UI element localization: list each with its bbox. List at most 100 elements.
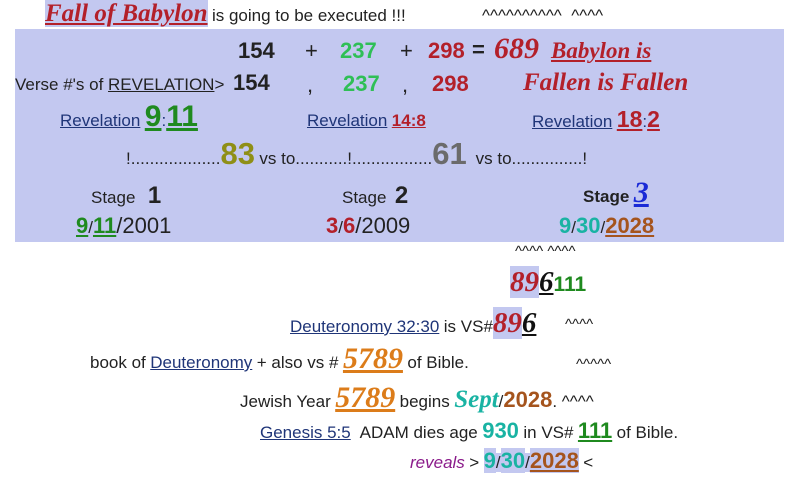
highlight-panel: [15, 29, 784, 242]
deut-ref: Deuteronomy 32:30: [290, 317, 440, 336]
ref2-word: Revelation: [307, 111, 388, 130]
deut-6: 6: [521, 307, 537, 339]
carets-row-3: ^^^^ ^^^^: [515, 243, 576, 260]
sum-c: 298: [428, 38, 465, 63]
carets-row-4: ^^^^: [565, 316, 594, 333]
verse-arrow: >: [214, 75, 225, 94]
reveals-slash-2: /: [525, 453, 530, 472]
reveals-month: 9: [483, 448, 496, 473]
reveals-day: 30: [500, 448, 526, 473]
book-pre: book of: [90, 353, 146, 372]
book-revelation: REVELATION: [108, 75, 215, 94]
date3-day: 30: [575, 213, 601, 238]
verse-comma-1: ,: [307, 72, 314, 97]
num-6: 6: [539, 266, 554, 298]
stage-1-label: Stage: [91, 188, 136, 207]
counts-dots-1: !...................: [126, 149, 221, 168]
sum-equals: =: [472, 37, 485, 62]
verse-label: Verse #'s of: [15, 75, 104, 94]
counts-dots-3: vs to...............!: [475, 149, 588, 168]
date3-month: 9: [559, 213, 572, 238]
ref3-colon: :: [642, 112, 648, 131]
sum-a: 154: [238, 38, 275, 63]
book-number-5789: 5789: [342, 342, 403, 375]
ref-revelation-9-11: Revelation 9:11: [60, 100, 198, 134]
genesis-in: in VS#: [523, 423, 574, 442]
stage-2-number: 2: [394, 182, 409, 209]
reveals-slash: /: [495, 453, 501, 472]
stage-2-label: Stage: [342, 188, 387, 207]
date2-day: 6: [342, 213, 356, 238]
sum-plus-1: +: [305, 38, 318, 63]
genesis-line: Genesis 5:5 ADAM dies age 930 in VS# 111…: [260, 418, 678, 444]
title-line: Fall of Babylon is going to be executed …: [45, 0, 406, 28]
date3-year: 2028: [605, 213, 655, 238]
stage-2: Stage 2: [342, 182, 408, 210]
number-896-111: 896111: [510, 266, 586, 299]
verse-comma-2: ,: [402, 72, 409, 97]
book-post: of Bible.: [407, 353, 469, 372]
ref1-chapter: 9: [144, 100, 162, 133]
carets-b: ^^^^: [571, 6, 604, 25]
book-name: Deuteronomy: [150, 353, 253, 372]
genesis-post: of Bible.: [616, 423, 679, 442]
babylon-is: Babylon is: [551, 38, 652, 63]
title-carets: ^^^^^^^^^^ ^^^^: [482, 6, 603, 26]
date2-year: /2009: [355, 213, 411, 238]
ref3-word: Revelation: [532, 112, 613, 131]
genesis-vs-111: 111: [577, 418, 613, 443]
ref1-colon: :: [161, 111, 167, 130]
ref3-chapter: 18: [616, 106, 643, 132]
sum-plus-2: +: [400, 38, 413, 63]
date-9-30-2028: 9/30/2028: [559, 213, 654, 239]
verse-label-line: Verse #'s of REVELATION>: [15, 75, 224, 95]
date1-day: 11: [92, 213, 117, 238]
ref3-verse: 2: [647, 106, 660, 132]
ref1-verse: 11: [166, 100, 198, 133]
counts-dots-2: vs to...........!.................: [259, 149, 433, 168]
jewish-carets: . ^^^^: [552, 392, 594, 411]
title-main: Fall of Babylon: [45, 0, 208, 27]
carets-a: ^^^^^^^^^^: [482, 6, 562, 25]
num-111: 111: [553, 273, 587, 296]
reveals-gt: >: [469, 453, 480, 472]
reveals-lt: <: [583, 453, 594, 472]
num-89: 89: [510, 266, 539, 298]
genesis-ref: Genesis 5:5: [260, 423, 351, 442]
ref2-ref: 14:8: [391, 111, 426, 130]
reveals-year: 2028: [529, 448, 579, 473]
ref-revelation-18-2: Revelation 18:2: [532, 106, 660, 133]
date1-slash: /: [88, 218, 93, 237]
counts-line: !...................83 vs to...........!…: [126, 136, 587, 172]
verse-b: 237: [343, 71, 380, 96]
date3-slash-2: /: [600, 218, 606, 237]
stage-3-number: 3: [633, 176, 649, 209]
stage-3-label: Stage: [583, 187, 630, 206]
verse-c: 298: [432, 71, 469, 96]
date-3-6-2009: 3/6/2009: [326, 213, 410, 239]
deut-line: Deuteronomy 32:30 is VS#896: [290, 307, 536, 340]
verse-a: 154: [233, 70, 270, 95]
jewish-begins: begins: [399, 392, 450, 411]
stage-1-number: 1: [147, 182, 162, 209]
jewish-pre: Jewish Year: [240, 392, 331, 411]
stage-1: Stage 1: [91, 182, 161, 210]
sum-total: 689: [494, 32, 539, 65]
reveals-line: reveals > 9/30/2028 <: [410, 448, 593, 474]
book-line: book of Deuteronomy + also vs # 5789 of …: [90, 342, 469, 376]
genesis-age-930: 930: [482, 418, 519, 443]
jewish-slash: /: [498, 392, 504, 411]
ref1-word: Revelation: [60, 111, 141, 130]
reveals-word: reveals: [410, 453, 465, 472]
date2-slash: /: [338, 218, 343, 237]
count-83: 83: [220, 136, 255, 171]
stage-3: Stage 3: [583, 176, 649, 210]
fallen-is-fallen: Fallen is Fallen: [523, 69, 689, 96]
genesis-text: ADAM dies age: [359, 423, 478, 442]
jewish-sept: Sept: [454, 386, 499, 413]
date1-year: /2001: [116, 213, 172, 238]
sum-b: 237: [340, 38, 377, 63]
date1-month: 9: [76, 213, 89, 238]
book-mid: + also vs #: [256, 353, 339, 372]
deut-text: is VS#: [443, 317, 493, 336]
